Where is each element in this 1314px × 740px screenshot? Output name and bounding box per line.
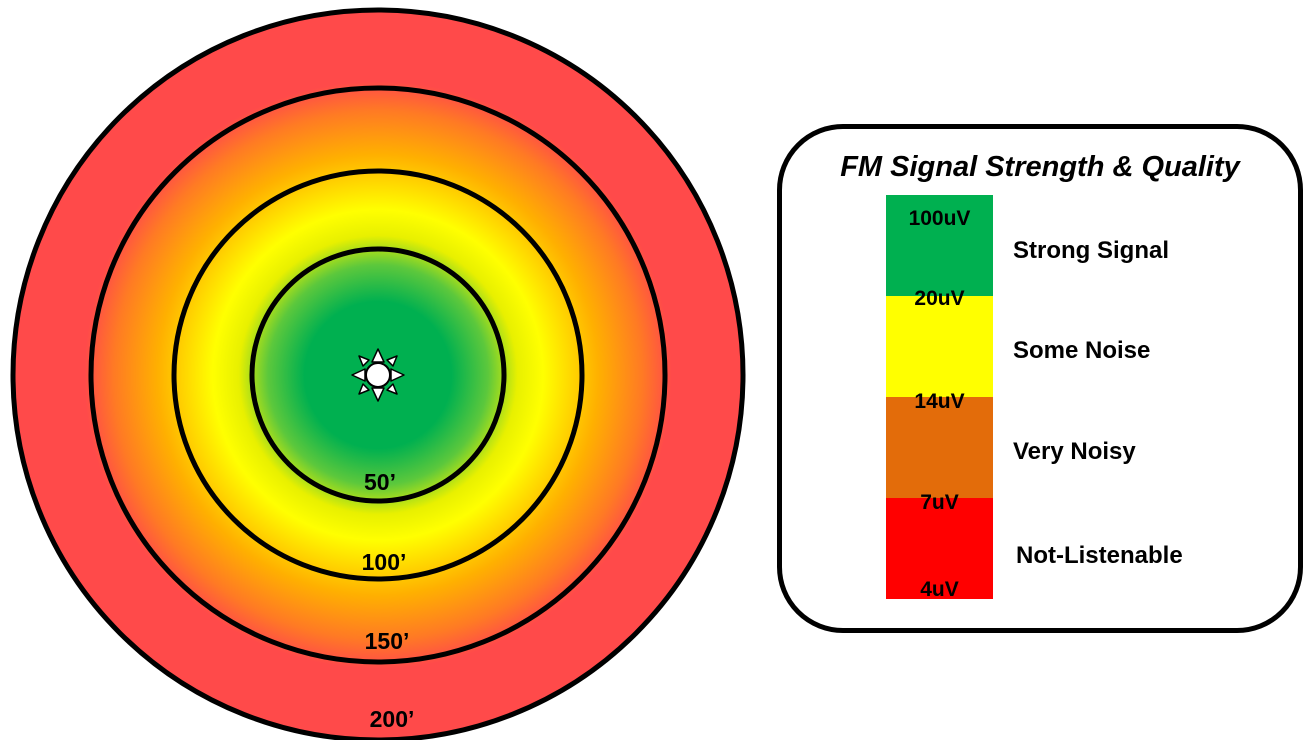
legend-title: FM Signal Strength & Quality <box>840 151 1240 183</box>
ring-label-150: 150’ <box>365 628 410 654</box>
legend-label-some-noise: Some Noise <box>1013 337 1151 364</box>
legend-label-very-noisy: Very Noisy <box>1013 438 1136 465</box>
threshold-label: 20uV <box>914 287 965 310</box>
ring-150 <box>88 85 668 665</box>
legend-label-strong-signal: Strong Signal <box>1013 237 1169 264</box>
threshold-label: 7uV <box>920 491 959 514</box>
swatch-very-noisy <box>886 397 993 498</box>
legend: FM Signal Strength & Quality 100uV 20uV … <box>777 124 1303 633</box>
swatch-not-listenable <box>886 498 993 599</box>
swatch-strong-signal <box>886 195 993 296</box>
threshold-label: 4uV <box>920 578 959 601</box>
ring-50 <box>249 246 507 504</box>
ring-label-200: 200’ <box>370 706 415 732</box>
legend-label-not-listenable: Not-Listenable <box>1016 542 1183 569</box>
ring-label-50: 50’ <box>364 469 396 495</box>
threshold-label: 14uV <box>914 390 965 413</box>
ring-100 <box>171 168 585 582</box>
sun-transmitter-icon <box>351 348 405 402</box>
ring-label-100: 100’ <box>362 549 407 575</box>
swatch-some-noise <box>886 296 993 397</box>
threshold-label: 100uV <box>908 207 971 230</box>
